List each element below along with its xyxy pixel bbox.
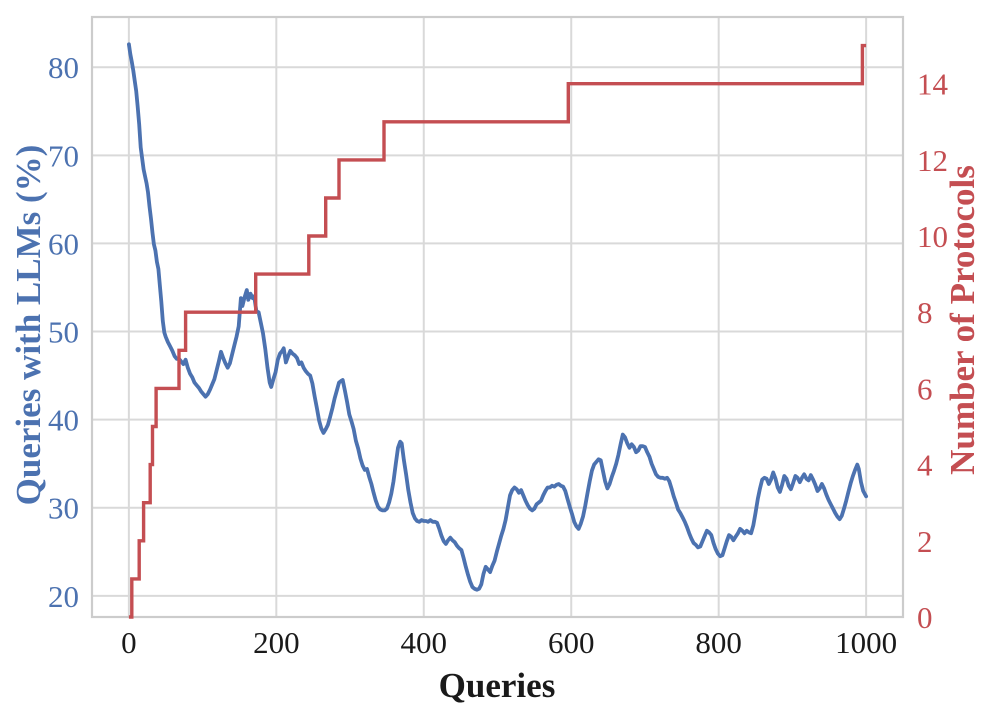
gridlines	[90, 15, 905, 619]
right-y-tick-label: 0	[917, 600, 933, 635]
plot-border	[90, 15, 905, 619]
series-lines	[127, 42, 868, 619]
x-tick-label: 400	[401, 625, 448, 660]
x-tick-label: 200	[253, 625, 300, 660]
right-y-tick-label: 2	[917, 524, 933, 559]
protocol-count-step-line	[128, 43, 867, 619]
x-tick-label: 800	[695, 625, 742, 660]
left-y-tick-label: 70	[48, 138, 79, 173]
right-y-tick-label: 12	[917, 143, 948, 178]
right-y-tick-label: 14	[917, 67, 949, 102]
x-tick-label: 0	[121, 625, 137, 660]
right-y-tick-label: 8	[917, 295, 933, 330]
left-y-tick-label: 50	[48, 315, 79, 350]
left-y-tick-label: 80	[48, 50, 79, 85]
right-y-tick-label: 6	[917, 371, 933, 406]
left-y-tick-label: 20	[48, 579, 79, 614]
llm-percentage-line	[127, 42, 868, 592]
x-tick-label: 600	[548, 625, 595, 660]
x-tick-label: 1000	[835, 625, 897, 660]
right-y-axis-title: Number of Protocols	[943, 165, 982, 475]
right-y-tick-label: 4	[917, 448, 933, 483]
x-axis-title: Queries	[439, 666, 556, 705]
left-y-tick-label: 60	[48, 226, 79, 261]
left-y-axis-title: Queries with LLMs (%)	[9, 145, 48, 506]
right-y-tick-label: 10	[917, 219, 948, 254]
left-y-tick-label: 40	[48, 403, 79, 438]
left-y-tick-label: 30	[48, 491, 79, 526]
tick-labels: 0 200 400 600 800 100020304050607080024681012…	[48, 50, 949, 660]
